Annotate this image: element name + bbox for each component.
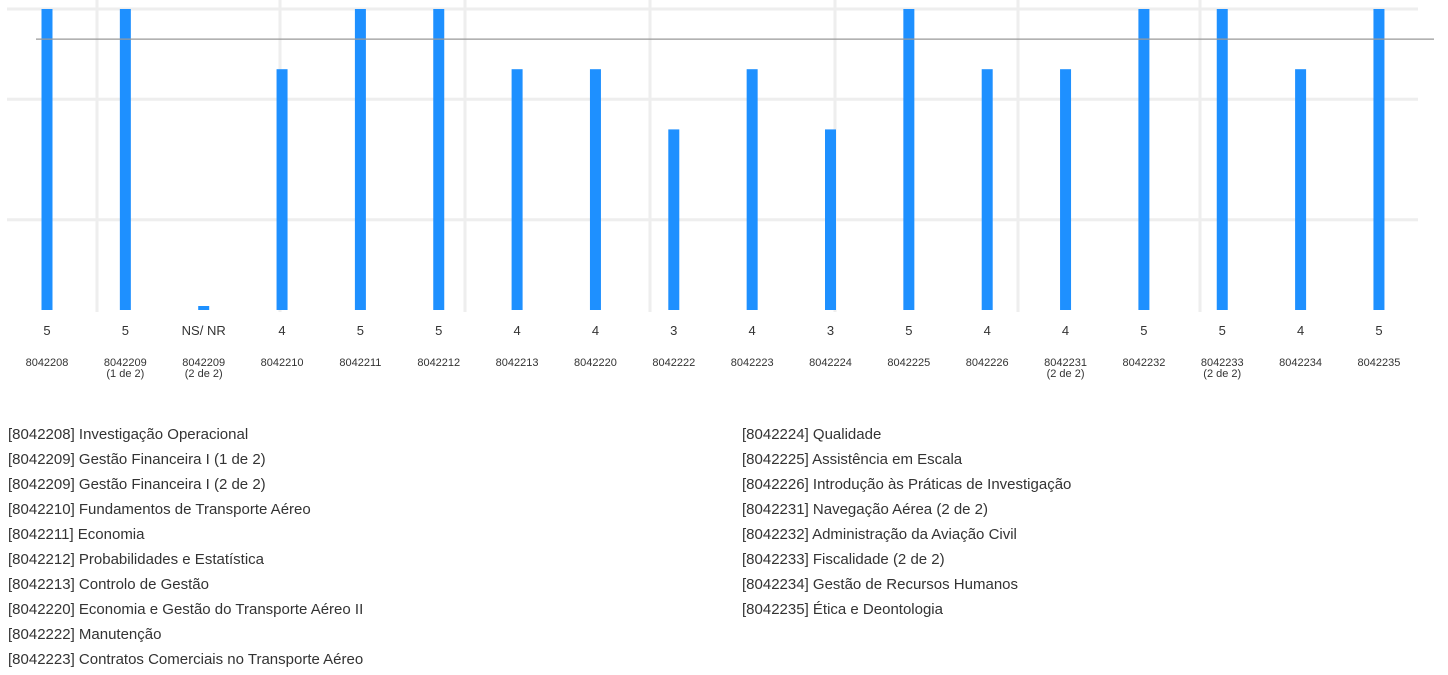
- bar-7: [589, 69, 601, 310]
- category-label-17: 8042235: [1358, 357, 1401, 369]
- value-label-15: 5: [1219, 323, 1226, 338]
- bar-5: [433, 9, 445, 310]
- category-label-13: 8042231 (2 de 2): [1044, 357, 1087, 380]
- bar-14: [1138, 9, 1150, 310]
- category-label-16: 8042234: [1279, 357, 1322, 369]
- bar-0: [41, 9, 53, 310]
- category-label-11: 8042225: [887, 357, 930, 369]
- bar-2: [198, 306, 210, 310]
- bar-13: [1060, 69, 1072, 310]
- category-label-8: 8042222: [652, 357, 695, 369]
- legend-right-item-4: [8042232] Administração da Aviação Civil: [742, 526, 1017, 543]
- legend-left-item-2: [8042209] Gestão Financeira I (2 de 2): [8, 476, 266, 493]
- bar-10: [825, 129, 836, 310]
- bar-6: [511, 69, 523, 310]
- value-label-3: 4: [278, 323, 285, 338]
- category-label-9: 8042223: [731, 357, 774, 369]
- value-label-6: 4: [513, 323, 520, 338]
- legend-right-item-7: [8042235] Ética e Deontologia: [742, 601, 943, 618]
- category-label-3: 8042210: [261, 357, 304, 369]
- legend-left-item-6: [8042213] Controlo de Gestão: [8, 576, 209, 593]
- category-label-0: 8042208: [26, 357, 69, 369]
- bar-4: [354, 9, 366, 310]
- bar-17: [1373, 9, 1385, 310]
- category-label-10: 8042224: [809, 357, 852, 369]
- value-label-2: NS/ NR: [182, 323, 226, 338]
- value-label-11: 5: [905, 323, 912, 338]
- legend-left-item-3: [8042210] Fundamentos de Transporte Aére…: [8, 501, 311, 518]
- value-label-1: 5: [122, 323, 129, 338]
- category-label-12: 8042226: [966, 357, 1009, 369]
- bar-16: [1295, 69, 1307, 310]
- category-label-2: 8042209 (2 de 2): [182, 357, 225, 380]
- legend-right-item-0: [8042224] Qualidade: [742, 426, 882, 443]
- legend-left-item-1: [8042209] Gestão Financeira I (1 de 2): [8, 451, 266, 468]
- bar-11: [903, 9, 915, 310]
- bar-chart: 5 5 NS/ NR 4 5 5 4 4 3 4 3 5 4 4 5 5 4 5 8042208 8042209 (1 …: [7, 0, 1434, 380]
- legend-left-item-9: [8042223] Contratos Comerciais no Transp…: [8, 651, 364, 668]
- value-label-4: 5: [357, 323, 364, 338]
- value-label-14: 5: [1140, 323, 1147, 338]
- value-label-12: 4: [984, 323, 991, 338]
- value-label-0: 5: [43, 323, 50, 338]
- legend-left-item-0: [8042208] Investigação Operacional: [8, 426, 249, 443]
- category-label-7: 8042220: [574, 357, 617, 369]
- legend-right-item-1: [8042225] Assistência em Escala: [742, 451, 963, 468]
- bar-15: [1216, 9, 1228, 310]
- legend-left-item-7: [8042220] Economia e Gestão do Transport…: [8, 601, 364, 618]
- value-label-17: 5: [1375, 323, 1382, 338]
- bar-9: [746, 69, 758, 310]
- legend-right-item-6: [8042234] Gestão de Recursos Humanos: [742, 576, 1018, 593]
- category-label-4: 8042211: [339, 357, 381, 369]
- legend-left-item-5: [8042212] Probabilidades e Estatística: [8, 551, 265, 568]
- bar-12: [981, 69, 993, 310]
- legend-left-item-4: [8042211] Economia: [8, 526, 145, 543]
- category-label-6: 8042213: [496, 357, 539, 369]
- legend-right-item-3: [8042231] Navegação Aérea (2 de 2): [742, 501, 989, 518]
- value-label-9: 4: [749, 323, 756, 338]
- category-label-1: 8042209 (1 de 2): [104, 357, 147, 380]
- bar-3: [276, 69, 288, 310]
- category-label-5: 8042212: [417, 357, 460, 369]
- legend-right-item-2: [8042226] Introdução às Práticas de Inve…: [742, 476, 1072, 493]
- value-label-13: 4: [1062, 323, 1069, 338]
- value-label-16: 4: [1297, 323, 1304, 338]
- value-label-7: 4: [592, 323, 599, 338]
- category-label-15: 8042233 (2 de 2): [1201, 357, 1244, 380]
- legend-right-item-5: [8042233] Fiscalidade (2 de 2): [742, 551, 945, 568]
- value-label-5: 5: [435, 323, 442, 338]
- value-label-10: 3: [827, 323, 834, 338]
- bar-1: [119, 9, 131, 310]
- category-label-14: 8042232: [1122, 357, 1165, 369]
- legend-left-item-8: [8042222] Manutenção: [8, 626, 162, 643]
- value-label-8: 3: [670, 323, 677, 338]
- legend-left: [8042208] Investigação Operacional [80422…: [8, 422, 363, 672]
- legend-right: [8042224] Qualidade [8042225] Assistência…: [742, 422, 1071, 622]
- bar-8: [668, 129, 680, 310]
